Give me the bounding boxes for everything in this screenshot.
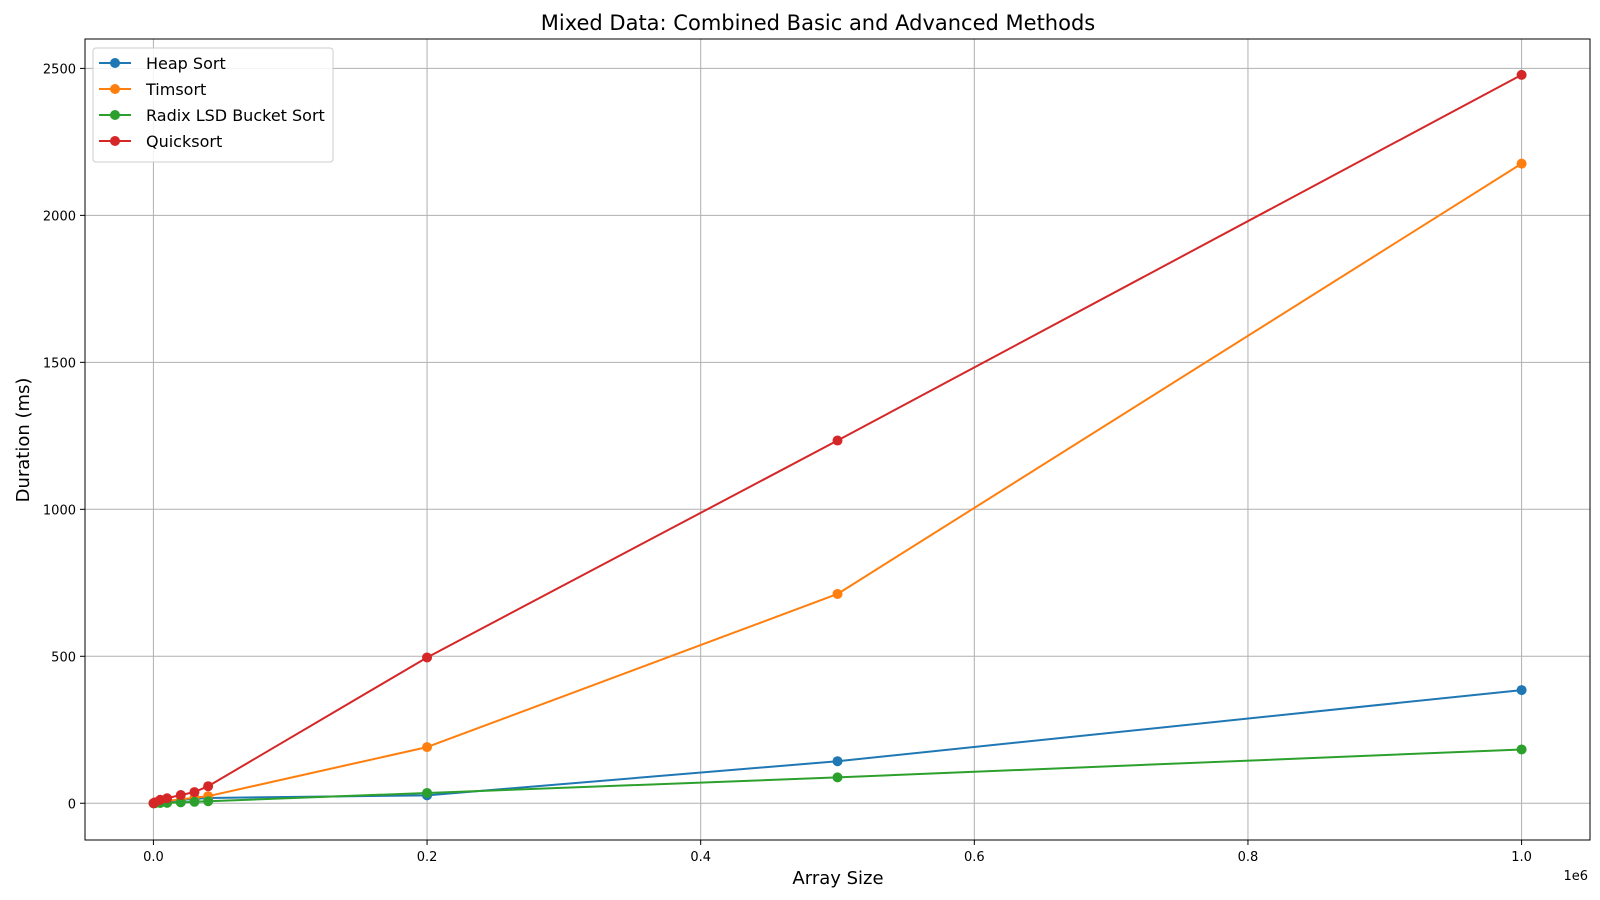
series-line-timsort [153, 162, 1523, 805]
x-tick-label: 0.6 [964, 850, 985, 865]
legend-item-timsort: Timsort [99, 80, 206, 99]
y-axis-label: Duration (ms) [13, 378, 34, 503]
legend-label: Quicksort [146, 132, 222, 151]
series-layer [148, 69, 1527, 809]
data-point-radix-lsd-bucket-sort [1516, 744, 1527, 755]
legend-swatch-marker [110, 84, 120, 94]
series-heap-sort [148, 685, 1527, 809]
x-tick-label: 0.8 [1238, 850, 1259, 865]
data-point-quicksort [203, 781, 214, 792]
legend-label: Timsort [145, 80, 206, 99]
data-point-radix-lsd-bucket-sort [189, 796, 200, 807]
chart-title: Mixed Data: Combined Basic and Advanced … [541, 11, 1095, 35]
legend-item-radix-lsd-bucket-sort: Radix LSD Bucket Sort [99, 106, 325, 125]
data-point-quicksort [162, 793, 173, 804]
legend-swatch-marker [110, 136, 120, 146]
data-point-quicksort [832, 435, 843, 446]
series-radix-lsd-bucket-sort [148, 744, 1527, 809]
series-line-heap-sort [153, 689, 1522, 805]
legend-item-quicksort: Quicksort [99, 132, 222, 151]
legend-label: Radix LSD Bucket Sort [146, 106, 325, 125]
y-tick-label: 1000 [43, 503, 76, 518]
legend-label: Heap Sort [146, 54, 226, 73]
data-point-quicksort [175, 790, 186, 801]
data-point-radix-lsd-bucket-sort [203, 796, 214, 807]
data-point-timsort [832, 588, 843, 599]
data-point-quicksort [422, 652, 433, 663]
data-point-quicksort [1516, 69, 1527, 80]
legend-swatch-marker [110, 58, 120, 68]
legend: Heap Sort Timsort Radix LSD Bucket Sort Qui… [92, 47, 334, 163]
data-point-timsort [422, 742, 433, 753]
ticks: 0.0 0.2 0.4 0.6 0.8 1.0 0 500 1000 1500 2000 2500 [43, 62, 1532, 865]
legend-item-heap-sort: Heap Sort [99, 54, 226, 73]
y-tick-label: 500 [51, 650, 76, 665]
x-tick-label: 0.2 [417, 850, 438, 865]
y-tick-label: 1500 [43, 356, 76, 371]
x-tick-label: 0.4 [690, 850, 711, 865]
x-axis-offset-label: 1e6 [1563, 869, 1588, 884]
series-quicksort [148, 69, 1527, 809]
x-tick-label: 0.0 [143, 850, 164, 865]
data-point-timsort [1516, 158, 1527, 169]
data-point-heap-sort [1516, 685, 1527, 696]
data-point-radix-lsd-bucket-sort [175, 797, 186, 808]
plot-frame [84, 38, 1591, 841]
y-tick-label: 0 [68, 797, 76, 812]
x-tick-label: 1.0 [1511, 850, 1532, 865]
y-tick-label: 2500 [43, 62, 76, 77]
data-point-heap-sort [832, 756, 843, 767]
data-point-radix-lsd-bucket-sort [422, 787, 433, 798]
data-point-radix-lsd-bucket-sort [832, 772, 843, 783]
y-tick-label: 2000 [43, 209, 76, 224]
legend-box [92, 47, 334, 163]
data-point-quicksort [189, 787, 200, 798]
x-axis-label: Array Size [792, 868, 883, 889]
grid [85, 39, 1590, 840]
legend-swatch-marker [110, 110, 120, 120]
